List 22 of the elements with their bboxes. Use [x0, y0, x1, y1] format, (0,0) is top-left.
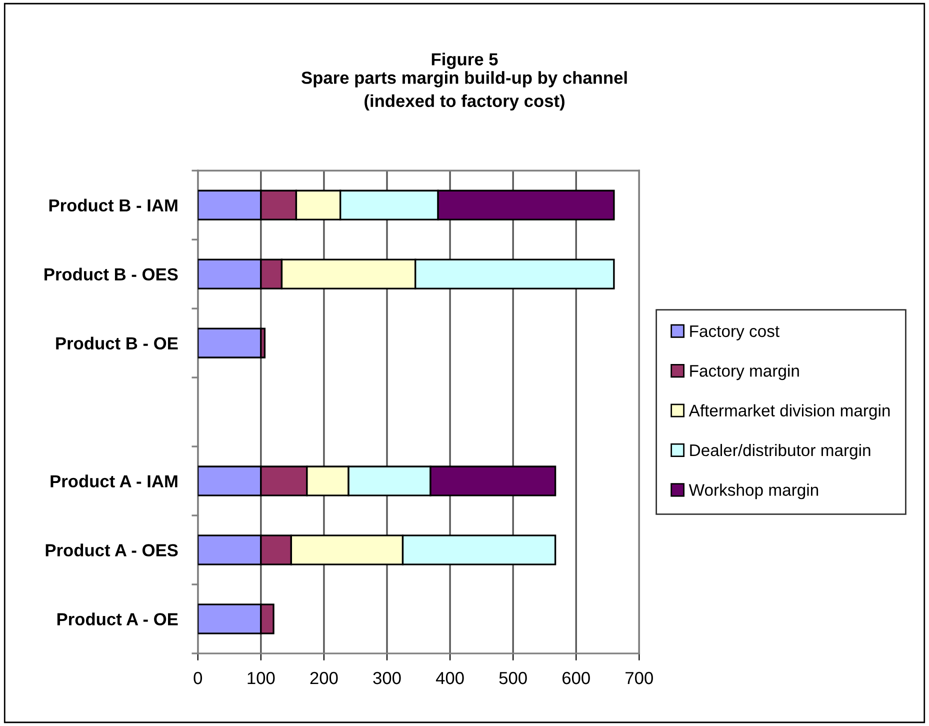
x-tick-label: 400 [436, 672, 464, 684]
x-tick-label: 100 [248, 672, 275, 684]
y-tick-label: Product B - IAM [49, 198, 178, 212]
x-tick-label: 200 [310, 672, 338, 684]
y-tick-label: Product B - OES [44, 268, 178, 281]
y-tick-label: Product A - OES [46, 544, 178, 556]
legend-label: Factory cost [690, 325, 780, 340]
x-tick-label: 0 [194, 672, 202, 684]
legend-label: Factory margin [690, 364, 799, 380]
bar [198, 328, 262, 358]
chart-title: Figure 5 [432, 52, 498, 69]
x-tick-label: 500 [499, 672, 527, 684]
x-tick-label: 300 [373, 672, 401, 684]
y-tick-label: Product A - OE [57, 612, 178, 626]
legend-label: Dealer/distributor margin [690, 444, 870, 460]
legend-label: Workshop margin [688, 484, 818, 500]
x-tick-label: 700 [626, 672, 653, 684]
chart-subtitle: Spare parts margin build-up by channel (indexed to factory cost) [302, 71, 627, 111]
legend-label: Aftermarket division margin [688, 404, 890, 420]
y-tick-label: Product A - IAM [50, 474, 178, 488]
y-tick-label: Product B - OE [56, 336, 178, 350]
x-tick-label: 600 [562, 672, 590, 684]
